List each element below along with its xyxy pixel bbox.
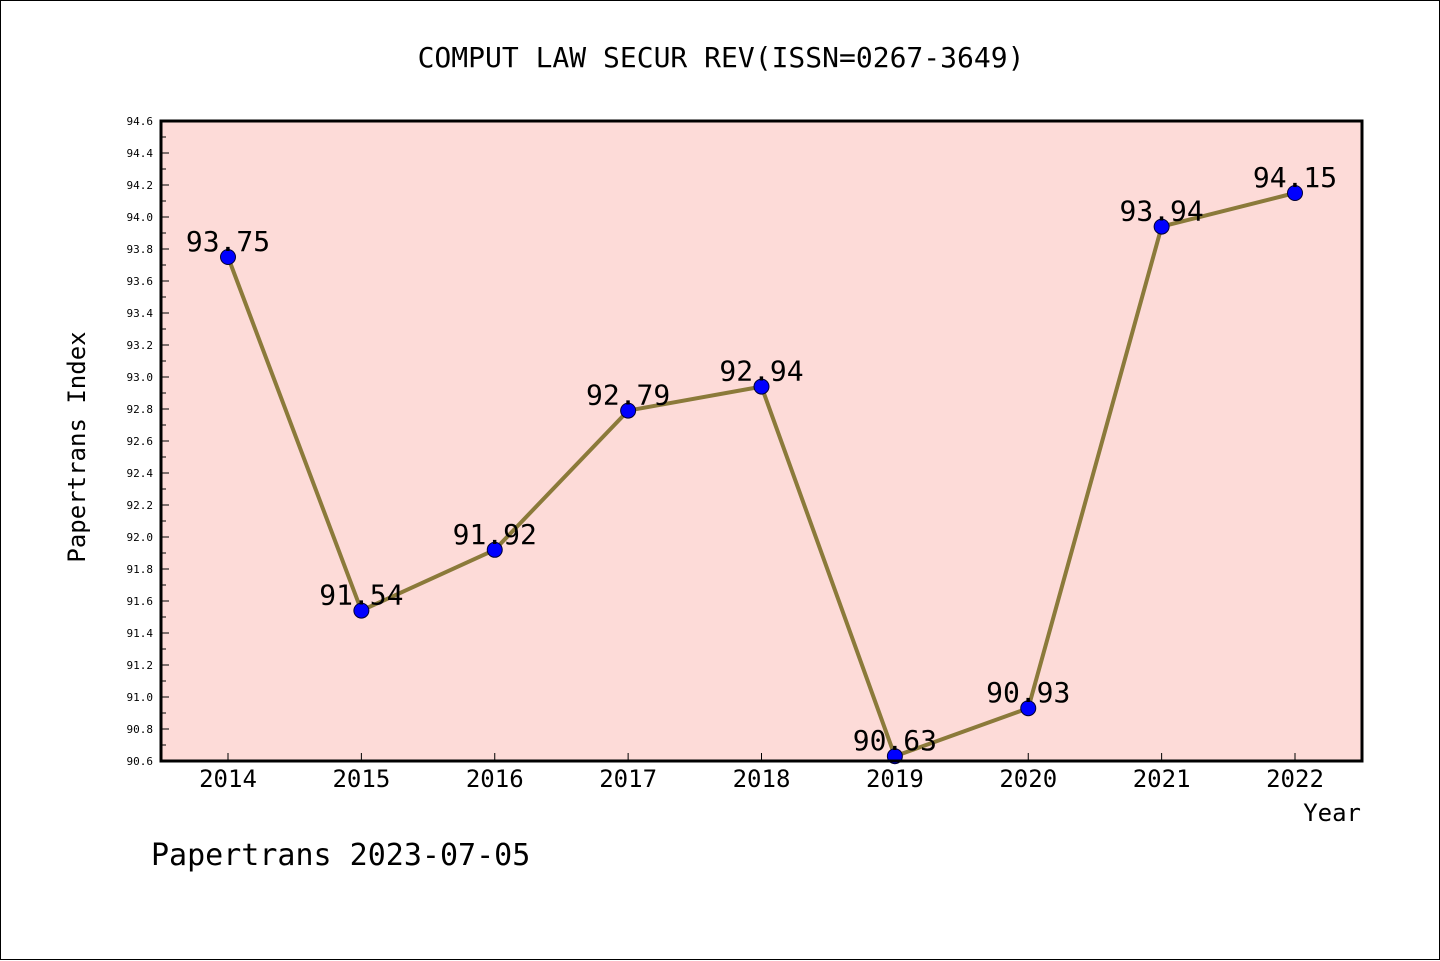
y-tick-label: 94.2: [127, 179, 154, 192]
y-tick-label: 94.0: [127, 211, 154, 224]
y-tick-label: 91.2: [127, 659, 154, 672]
data-point: [1153, 218, 1170, 235]
data-label: 94.15: [1253, 161, 1337, 194]
footer-date: Papertrans 2023-07-05: [151, 838, 530, 873]
y-tick-label: 91.4: [127, 627, 154, 640]
x-tick-label: 2017: [599, 765, 657, 793]
y-tick-label: 92.6: [127, 435, 154, 448]
y-tick-label: 92.2: [127, 499, 154, 512]
data-point: [353, 602, 370, 619]
x-axis-ticks: 2014 2015 2016 2017 2018 2019 2020 2021 2022: [199, 753, 1324, 793]
y-axis-ticks: 90.6 90.8 91.0 91.2 91.4 91.6 91.8 92.0 92.2 92.4…: [127, 115, 169, 768]
y-tick-label: 93.2: [127, 339, 154, 352]
y-tick-label: 91.6: [127, 595, 154, 608]
y-tick-label: 94.4: [127, 147, 154, 160]
x-tick-label: 2014: [199, 765, 257, 793]
data-point: [220, 249, 236, 265]
y-tick-label: 91.0: [127, 691, 154, 704]
x-tick-label: 2021: [1133, 765, 1191, 793]
y-tick-label: 93.4: [127, 307, 154, 320]
data-label: 91.92: [453, 518, 537, 551]
data-point: [620, 402, 637, 419]
y-tick-label: 93.6: [127, 275, 154, 288]
x-tick-label: 2020: [999, 765, 1057, 793]
data-label: 90.93: [986, 676, 1070, 709]
data-labels: 93.75 91.54 91.92 92.79 92.94 90.63 90.93 93.94…: [186, 161, 1337, 757]
data-point: [753, 378, 770, 395]
data-label: 91.54: [319, 579, 403, 612]
y-tick-label: 91.8: [127, 563, 154, 576]
y-tick-label: 92.0: [127, 531, 154, 544]
y-tick-label: 90.6: [127, 755, 154, 768]
data-point: [486, 541, 503, 558]
y-tick-label: 93.0: [127, 371, 154, 384]
data-label: 93.75: [186, 225, 270, 258]
x-tick-label: 2016: [466, 765, 524, 793]
y-tick-label: 93.8: [127, 243, 154, 256]
x-axis-label: Year: [1303, 799, 1361, 827]
data-label: 90.63: [853, 724, 937, 757]
data-label: 93.94: [1119, 195, 1203, 228]
data-point: [1287, 185, 1303, 201]
y-axis-label: Papertrans Index: [63, 331, 91, 562]
data-label: 92.79: [586, 379, 670, 412]
x-tick-label: 2018: [733, 765, 791, 793]
chart-title: COMPUT LAW SECUR REV(ISSN=0267-3649): [418, 41, 1025, 74]
plot-border: [159, 119, 1364, 763]
data-point: [1020, 700, 1037, 717]
y-tick-label: 92.8: [127, 403, 154, 416]
y-tick-label: 90.8: [127, 723, 154, 736]
y-tick-label: 92.4: [127, 467, 154, 480]
x-tick-label: 2022: [1266, 765, 1324, 793]
x-tick-label: 2019: [866, 765, 924, 793]
y-tick-label: 94.6: [127, 115, 154, 128]
data-label: 92.94: [719, 355, 803, 388]
x-tick-label: 2015: [332, 765, 390, 793]
